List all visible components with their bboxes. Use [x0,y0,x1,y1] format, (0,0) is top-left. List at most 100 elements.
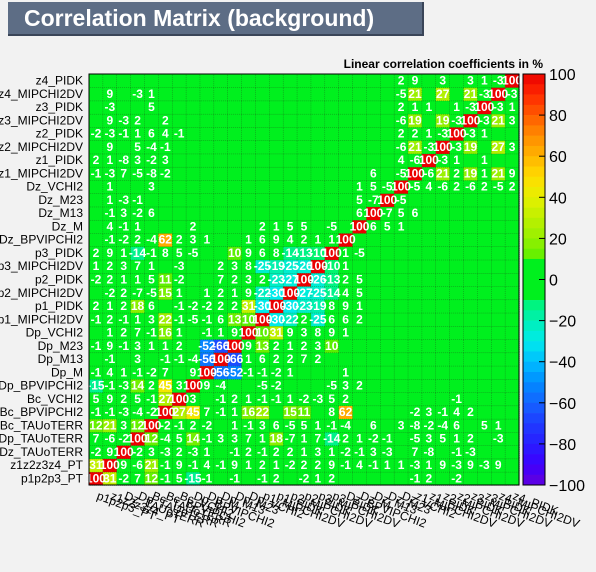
heatmap-cell [393,219,409,234]
cell-value-label: 3 [315,339,322,353]
heatmap-cell [144,206,159,221]
cell-value-label: -2 [118,233,129,247]
cell-value-label: 2 [190,418,197,432]
heatmap-cell [435,458,451,473]
heatmap-cell [491,352,506,367]
cell-value-label: 5 [93,392,100,406]
heatmap-cell [477,272,492,287]
heatmap-cell [116,272,132,287]
heatmap-cell [338,285,354,300]
cell-value-label: -26 [295,259,313,273]
heatmap-cell [213,140,229,155]
heatmap-cell [310,312,326,327]
heatmap-cell [366,179,381,194]
heatmap-cell [269,445,284,460]
heatmap-cell [199,153,215,168]
color-scale-segment [523,279,545,291]
cell-value-label: 100 [336,233,356,247]
heatmap-cell [407,285,423,300]
heatmap-cell [380,391,395,407]
heatmap-cell [463,140,478,155]
heatmap-cell [477,405,492,420]
heatmap-cell [407,113,423,128]
heatmap-cell [477,100,492,115]
heatmap-cell [338,140,354,155]
heatmap-cell [504,193,520,208]
heatmap-cell [130,365,146,380]
heatmap-cell [282,471,298,486]
cell-value-label: 2 [120,299,127,313]
heatmap-cell [158,100,173,115]
cell-value-label: 16 [159,326,173,340]
cell-value-label: -2 [451,471,462,485]
heatmap-cell [213,445,229,460]
cell-value-label: 9 [106,392,113,406]
heatmap-cell [435,73,451,88]
heatmap-cell [282,206,298,221]
heatmap-cell [463,391,478,407]
heatmap-cell [102,325,118,340]
cell-value-label: 10 [256,326,270,340]
cell-value-label: 100 [128,432,148,446]
heatmap-cell [227,140,243,155]
cell-value-label: -25 [309,312,327,326]
heatmap-cell [449,193,465,208]
heatmap-cell [269,299,284,314]
cell-value-label: 1 [106,193,113,207]
heatmap-cell [172,246,187,261]
heatmap-cell [393,246,409,261]
heatmap-cell [477,431,492,446]
cell-value-label: 6 [259,246,266,260]
heatmap-cell [491,166,506,181]
heatmap-cell [199,378,215,393]
cell-value-label: 2 [273,352,280,366]
heatmap-cell [213,405,229,420]
cell-value-label: 1 [162,339,169,353]
heatmap-cell [199,391,215,407]
cell-value-label: -3 [451,458,462,472]
cell-value-label: 1 [356,299,363,313]
heatmap-cell [144,312,159,327]
cell-value-label: -4 [146,140,157,154]
heatmap-cell [491,140,506,155]
heatmap-cell [352,338,368,354]
heatmap-cell [213,418,229,433]
cell-value-label: 100 [502,74,522,88]
cell-value-label: 1 [120,246,127,260]
heatmap-cell [255,378,270,393]
heatmap-cell [255,365,270,380]
cell-value-label: 1 [509,100,516,114]
cell-value-label: -26 [309,273,327,287]
heatmap-cell [407,312,423,327]
heatmap-cell [199,405,215,420]
heatmap-cell [172,445,187,460]
heatmap-cell [338,153,354,168]
heatmap-cell [463,246,478,261]
heatmap-cell [310,87,326,102]
heatmap-cell [449,126,465,141]
heatmap-cell [491,391,506,407]
cell-value-label: -1 [160,471,171,485]
heatmap-cell [199,299,215,314]
heatmap-cell [491,272,506,287]
heatmap-cell [324,471,340,486]
heatmap-cell [130,391,146,407]
cell-value-label: -1 [174,352,185,366]
heatmap-cell [116,153,132,168]
heatmap-cell [102,259,118,274]
heatmap-cell [88,259,104,274]
heatmap-cell [144,338,159,354]
heatmap-cell [435,166,451,181]
heatmap-cell [491,285,506,300]
cell-value-label: -5 [410,180,421,194]
heatmap-cell [227,232,243,247]
cell-value-label: 100 [294,273,314,287]
cell-value-label: 9 [106,87,113,101]
heatmap-cell [491,153,506,168]
heatmap-cell [421,312,437,327]
heatmap-cell [130,445,146,460]
y-tick-label: Dz_M13 [38,206,83,220]
cell-value-label: 31 [270,326,284,340]
heatmap-cell [227,87,243,102]
cell-value-label: 62 [159,233,173,247]
